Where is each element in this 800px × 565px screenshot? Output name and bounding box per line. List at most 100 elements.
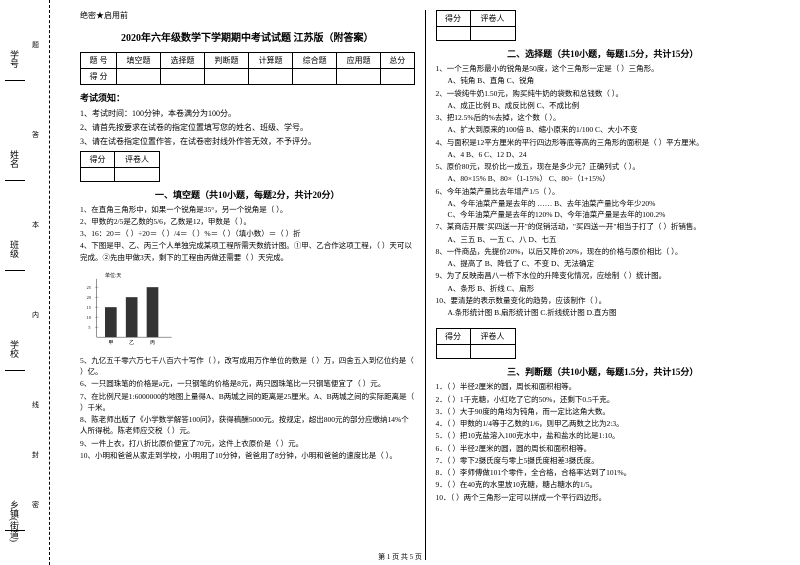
question: 4．（ ）甲数的1/4等于乙数的1/6，则甲乙两数之比为2:3。 (436, 418, 771, 429)
binding-line (5, 370, 25, 371)
options: A、三五 B、一五 C、八 D、七五 (436, 234, 771, 245)
question: 9、一件上衣，打八折比原价便宜了70元，这件上衣原价是（ ）元。 (80, 438, 415, 449)
options: A、钝角 B、直角 C、锐角 (436, 75, 771, 86)
bar (147, 287, 159, 337)
section1-title: 一、填空题（共10小题，每题2分，共计20分） (80, 188, 415, 201)
question: 2、甲数的2/5是乙数的5/6，乙数是12，甲数是（ ）。 (80, 216, 415, 227)
score-cell (337, 69, 381, 85)
svg-text:甲: 甲 (108, 340, 113, 346)
question: 2．（ ）1千克糖，小红吃了它的50%，还剩下0.5千克。 (436, 394, 771, 405)
binding-mark: 封 (32, 450, 39, 460)
binding-label-town: 乡镇(街道) (8, 500, 21, 542)
bar (126, 297, 138, 337)
svg-text:15: 15 (87, 305, 91, 310)
section3-title: 三、判断题（共10小题，每题1.5分，共计15分） (436, 365, 771, 378)
score-header: 计算题 (249, 53, 293, 69)
exam-page: 题 学号 答 姓名 本 班级 内 学校 线 封 密 乡镇(街道) 绝密★启用前 … (0, 0, 800, 565)
reviewer-label: 评卷人 (470, 329, 515, 345)
question: 10．（ ）两个三角形一定可以拼成一个平行四边形。 (436, 492, 771, 503)
score-header: 总分 (381, 53, 414, 69)
score-label: 得分 (436, 329, 470, 345)
binding-mark: 密 (32, 500, 39, 510)
section-score-box: 得分评卷人 (80, 151, 160, 182)
score-header: 综合题 (293, 53, 337, 69)
options: A、提高了 B、降低了 C、不变 D、无法确定 (436, 258, 771, 269)
binding-line (5, 270, 25, 271)
options: A.条形统计图 B.扇形统计图 C.折线统计图 D.直方图 (436, 307, 771, 318)
notice-item: 1、考试时间：100分钟，本卷满分为100分。 (80, 108, 415, 119)
svg-text:20: 20 (87, 295, 91, 300)
question: 7、在比例尺是1:6000000的地图上量得A、B两城之间的距离是25厘米。A、… (80, 391, 415, 414)
score-row-label: 得 分 (81, 69, 117, 85)
svg-text:10: 10 (87, 315, 91, 320)
score-cell (249, 69, 293, 85)
score-cell (293, 69, 337, 85)
options: A、今年油菜产量是去年的 …… B、去年油菜产量比今年少20% C、今年油菜产量… (436, 198, 771, 221)
binding-label-id: 学号 (8, 50, 21, 68)
question: 5、原价80元，现价比一成五，现在是多少元？正确列式（ ）。 (436, 161, 771, 172)
score-cell (205, 69, 249, 85)
question: 5．（ ）把10克盐溶入100克水中，盐和盐水的比是1:10。 (436, 430, 771, 441)
exam-title: 2020年六年级数学下学期期中考试试题 江苏版（附答案） (80, 29, 415, 44)
question: 3、16：20＝（ ）÷20＝（ ）/4＝（ ）%＝（ ）（填小数）＝（ ）折 (80, 228, 415, 239)
question: 3、把12.5%后的%去掉，这个数（ ）。 (436, 112, 771, 123)
question: 10、要清楚的表示数量变化的趋势，应该制作（ ）。 (436, 295, 771, 306)
reviewer-label: 评卷人 (115, 151, 160, 167)
right-column: 得分评卷人 二、选择题（共10小题，每题1.5分，共计15分） 1、一个三角形最… (426, 10, 781, 560)
binding-line (5, 180, 25, 181)
binding-label-school: 学校 (8, 340, 21, 358)
question: 1、一个三角形最小的锐角是50度，这个三角形一定是（ ）三角形。 (436, 63, 771, 74)
notice-item: 3、请在试卷指定位置作答，在试卷密封线外作答无效，不予评分。 (80, 136, 415, 147)
chart-ylabel: 单位:天 (105, 272, 121, 279)
score-header: 应用题 (337, 53, 381, 69)
binding-mark: 线 (32, 400, 39, 410)
section-score-box: 得分评卷人 (436, 10, 516, 41)
question: 6、今年油菜产量比去年增产1/5（ ）。 (436, 186, 771, 197)
binding-label-class: 班级 (8, 240, 21, 258)
question: 8、一件商品，先提价20%，以后又降价20%，现在的价格与原价相比（ ）。 (436, 246, 771, 257)
question: 1、在直角三角形中，如果一个锐角是35°，另一个锐角是（ ）。 (80, 204, 415, 215)
content-area: 绝密★启用前 2020年六年级数学下学期期中考试试题 江苏版（附答案） 题 号 … (50, 0, 800, 565)
notice-title: 考试须知： (80, 91, 415, 104)
score-cell (161, 69, 205, 85)
table-row: 得 分 (81, 69, 415, 85)
question: 9．（ ）在40克的水里放10克糖，糖占糖水的1/5。 (436, 479, 771, 490)
binding-mark: 本 (32, 220, 39, 230)
score-label: 得分 (436, 11, 470, 27)
question: 6．（ ）半径2厘米的圆，圆的周长和面积相等。 (436, 443, 771, 454)
question: 4、与面积是12平方厘米的平行四边形等底等高的三角形的面积是（ ）平方厘米。 (436, 137, 771, 148)
question: 8、陈老师出版了《小学数学解答100问》，获得稿酬5000元。按规定，超出800… (80, 414, 415, 437)
score-label: 得分 (81, 151, 115, 167)
question: 8．（ ）李师傅做101个零件，全合格，合格率达到了101%。 (436, 467, 771, 478)
options: A、4 B、6 C、12 D、24 (436, 149, 771, 160)
binding-line (5, 80, 25, 81)
question: 6、一只圆珠笔的价格是a元，一只钢笔的价格是8元，两只圆珠笔比一只钢笔便宜了（ … (80, 378, 415, 389)
page-footer: 第 1 页 共 5 页 (0, 552, 800, 562)
options: A、成正比例 B、成反比例 C、不成比例 (436, 100, 771, 111)
question: 7．（ ）零下2摄氏度与零上5摄氏度相差3摄氏度。 (436, 455, 771, 466)
score-header: 题 号 (81, 53, 117, 69)
question: 3．（ ）大于90度的角均为钝角，而一定比这角大数。 (436, 406, 771, 417)
svg-text:5: 5 (88, 325, 90, 330)
bar (105, 307, 117, 337)
svg-text:25: 25 (87, 285, 91, 290)
options: A、扩大到原来的100倍 B、缩小原来的1/100 C、大小不变 (436, 124, 771, 135)
score-header: 填空题 (117, 53, 161, 69)
question: 1．（ ）半径2厘米的圆，周长和面积相等。 (436, 381, 771, 392)
bar-chart: 单位:天 5 10 15 20 25 甲 乙 丙 (80, 268, 180, 348)
binding-mark: 题 (32, 40, 39, 50)
binding-line (5, 530, 25, 531)
question: 2、一袋纯牛奶1.50元，购买纯牛奶的袋数和总钱数（ ）。 (436, 88, 771, 99)
section-score-box: 得分评卷人 (436, 328, 516, 359)
svg-text:乙: 乙 (129, 339, 134, 346)
score-header: 选择题 (161, 53, 205, 69)
question: 5、九亿五千零六万七千八百六十写作（ ），改写成用万作单位的数是（ ）万，四舍五… (80, 355, 415, 378)
secret-label: 绝密★启用前 (80, 10, 415, 21)
notice-item: 2、请首先按要求在试卷的指定位置填写您的姓名、班级、学号。 (80, 122, 415, 133)
svg-text:丙: 丙 (150, 340, 155, 346)
score-cell (117, 69, 161, 85)
options: A、80×15% B、80×（1-15%） C、80÷（1+15%） (436, 173, 771, 184)
binding-label-name: 姓名 (8, 150, 21, 168)
binding-margin: 题 学号 答 姓名 本 班级 内 学校 线 封 密 乡镇(街道) (0, 0, 50, 565)
question: 9、为了反映南昌八一桥下水位的升降变化情况，应绘制（ ）统计图。 (436, 270, 771, 281)
